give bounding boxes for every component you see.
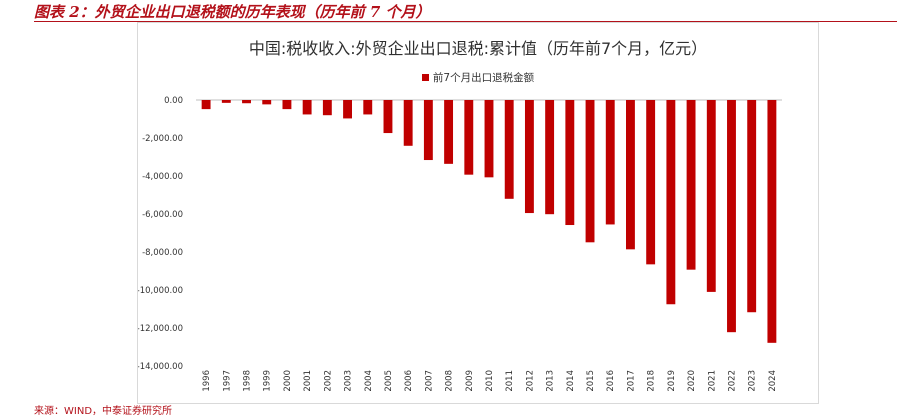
x-tick-label: 2023	[748, 370, 758, 392]
y-tick-label: -10,000.00	[138, 286, 183, 296]
x-tick-label: 2009	[465, 370, 475, 392]
x-tick-label: 2016	[606, 370, 616, 392]
bar-2013[interactable]	[545, 100, 555, 215]
figure-title: 图表 2：外贸企业出口退税额的历年表现（历年前 7 个月）	[34, 3, 431, 21]
title-underline	[34, 21, 897, 22]
bar-2012[interactable]	[524, 100, 534, 214]
x-tick-label: 2008	[445, 370, 455, 392]
x-tick-label: 2020	[687, 370, 697, 392]
bar-1998[interactable]	[242, 100, 251, 104]
x-tick-label: 2011	[505, 370, 515, 392]
bar-1996[interactable]	[201, 100, 211, 110]
x-tick-label: 1998	[243, 370, 253, 392]
y-tick-label: -8,000.00	[142, 248, 183, 258]
bar-2002[interactable]	[322, 100, 332, 116]
bar-2023[interactable]	[747, 100, 757, 313]
bar-2024[interactable]	[767, 100, 777, 343]
bar-2007[interactable]	[423, 100, 433, 161]
bar-2018[interactable]	[646, 100, 656, 265]
x-tick-label: 2001	[303, 370, 313, 392]
bar-2010[interactable]	[484, 100, 494, 178]
x-tick-label: 2002	[323, 370, 333, 392]
x-tick-label: 2010	[485, 370, 495, 392]
bar-2005[interactable]	[383, 100, 393, 134]
bar-2019[interactable]	[666, 100, 676, 305]
bar-2021[interactable]	[706, 100, 716, 292]
bar-2001[interactable]	[302, 100, 312, 115]
bar-2006[interactable]	[403, 100, 413, 146]
bar-2017[interactable]	[626, 100, 635, 250]
source-note: 来源：WIND，中泰证券研究所	[34, 406, 173, 417]
legend-label: 前7个月出口退税金额	[432, 72, 535, 84]
y-tick-label: 0.00	[164, 96, 183, 106]
legend-swatch	[421, 74, 429, 81]
x-tick-label: 2006	[404, 370, 414, 392]
x-tick-label: 2004	[364, 370, 374, 392]
x-tick-label: 2024	[768, 370, 778, 392]
y-tick-label: -6,000.00	[142, 210, 183, 220]
x-tick-label: 1999	[263, 370, 273, 392]
x-tick-label: 2014	[566, 370, 576, 392]
x-tick-label: 2005	[384, 370, 394, 392]
x-tick-label: 2012	[525, 370, 535, 392]
x-tick-label: 2022	[727, 370, 737, 392]
x-tick-label: 2021	[707, 370, 717, 392]
x-tick-label: 1996	[202, 370, 212, 392]
bar-2014[interactable]	[565, 100, 575, 226]
y-tick-label: -2,000.00	[142, 134, 183, 144]
chart-panel: 中国:税收收入:外贸企业出口退税:累计值（历年前7个月，亿元） 前7个月出口退税…	[137, 22, 819, 404]
bar-2004[interactable]	[363, 100, 373, 115]
bar-2022[interactable]	[727, 100, 736, 333]
x-tick-label: 1997	[222, 370, 232, 392]
bar-1997[interactable]	[221, 100, 231, 103]
bar-2015[interactable]	[585, 100, 595, 243]
x-tick-label: 2017	[626, 370, 636, 392]
y-tick-label: -14,000.00	[138, 362, 183, 372]
bar-1999[interactable]	[262, 100, 272, 105]
x-tick-label: 2007	[424, 370, 434, 392]
chart-title: 中国:税收收入:外贸企业出口退税:累计值（历年前7个月，亿元）	[248, 39, 708, 58]
bar-2020[interactable]	[686, 100, 696, 270]
x-tick-label: 2018	[647, 370, 657, 392]
bar-2008[interactable]	[444, 100, 454, 164]
bar-chart-plot: 0.00 -2,000.00 -4,000.00 -6,000.00 -8,000.00…	[138, 96, 782, 392]
y-tick-label: -12,000.00	[138, 324, 183, 334]
y-tick-label: -4,000.00	[142, 172, 183, 182]
bar-2011[interactable]	[504, 100, 514, 199]
x-tick-label: 2003	[344, 370, 354, 392]
bar-2003[interactable]	[343, 100, 352, 119]
bar-2000[interactable]	[282, 100, 292, 110]
x-tick-label: 2015	[586, 370, 596, 392]
x-tick-label: 2019	[667, 370, 677, 392]
chart-legend[interactable]: 前7个月出口退税金额	[138, 70, 818, 85]
bar-2016[interactable]	[605, 100, 615, 225]
bar-2009[interactable]	[464, 100, 474, 175]
x-tick-label: 2000	[283, 370, 293, 392]
x-tick-label: 2013	[546, 370, 556, 392]
